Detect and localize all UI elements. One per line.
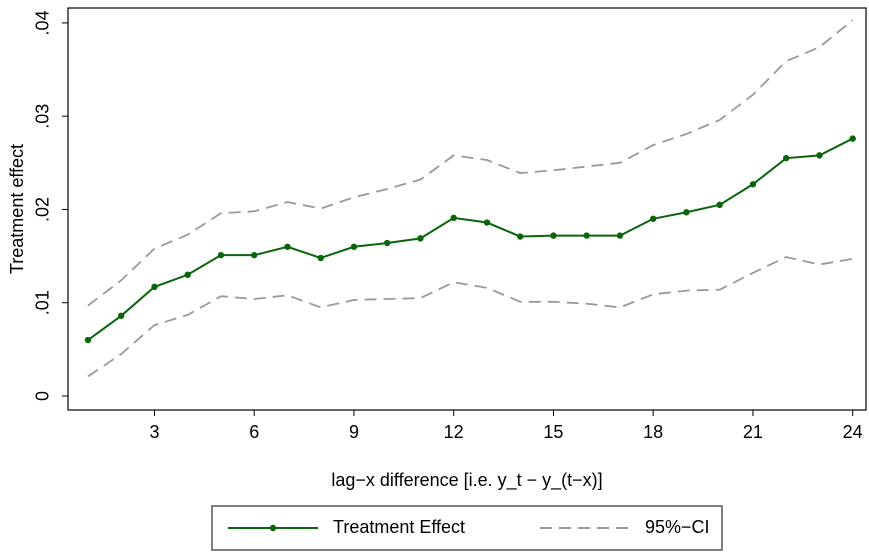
series-line: [87, 137, 854, 341]
point: [118, 312, 125, 319]
point: [350, 243, 358, 250]
legend-label: 95%−CI: [645, 517, 710, 537]
point: [450, 214, 457, 222]
point: [317, 254, 324, 262]
x-tick-label: 21: [743, 422, 763, 442]
point: [650, 215, 657, 222]
point: [550, 232, 557, 239]
y-tick-label: 0: [33, 391, 53, 401]
legend-marker: [269, 524, 277, 532]
point: [749, 181, 757, 188]
point: [84, 336, 92, 344]
x-tick-label: 12: [444, 422, 464, 442]
point: [151, 283, 158, 291]
point: [517, 233, 524, 240]
y-tick-label: .04: [33, 10, 53, 35]
point: [816, 152, 823, 159]
point: [384, 239, 391, 247]
point: [683, 209, 690, 216]
point: [849, 135, 856, 142]
x-tick-label: 6: [249, 422, 259, 442]
x-tick-label: 9: [349, 422, 359, 442]
x-tick-label: 18: [643, 422, 663, 442]
x-tick-label: 3: [149, 422, 159, 442]
point: [716, 201, 723, 209]
point: [583, 232, 590, 239]
point: [184, 271, 191, 278]
x-tick-label: 15: [543, 422, 563, 442]
point: [417, 235, 424, 242]
point: [217, 251, 225, 259]
y-tick-label: .03: [33, 104, 53, 129]
x-axis-title: lag−x difference [i.e. y_t − y_(t−x)]: [331, 470, 602, 491]
legend-label: Treatment Effect: [333, 517, 465, 537]
ci-line: [87, 19, 854, 307]
y-tick-label: .01: [33, 290, 53, 315]
y-axis-title: Treatment effect: [7, 144, 27, 274]
ci-line: [87, 256, 853, 378]
point: [284, 243, 291, 250]
point: [616, 232, 624, 239]
plot-frame: [67, 7, 867, 411]
x-tick-label: 24: [843, 422, 863, 442]
point: [483, 219, 491, 226]
y-tick-label: .02: [33, 197, 53, 222]
point: [251, 251, 258, 259]
point: [783, 154, 790, 162]
